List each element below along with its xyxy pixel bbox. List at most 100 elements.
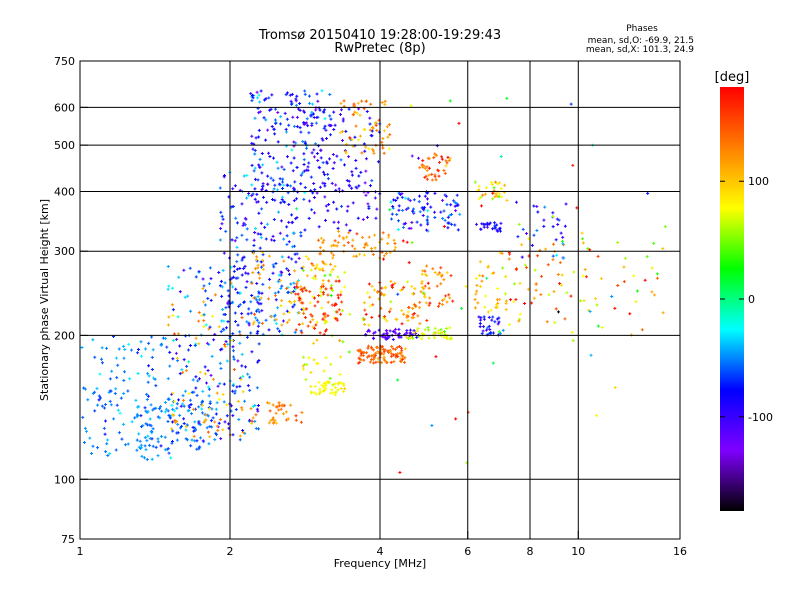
- data-point: [274, 322, 278, 326]
- data-point: [386, 349, 390, 353]
- data-point: [341, 129, 345, 133]
- data-point: [103, 432, 107, 436]
- data-point: [218, 418, 222, 422]
- data-point: [221, 268, 225, 272]
- data-point: [425, 228, 429, 232]
- data-point: [306, 257, 310, 261]
- data-point: [217, 397, 221, 401]
- data-point: [348, 136, 352, 140]
- data-point: [271, 403, 275, 407]
- data-point: [197, 270, 201, 274]
- data-point: [276, 166, 280, 170]
- data-point: [299, 420, 303, 424]
- data-point: [289, 99, 293, 103]
- x-axis-label: Frequency [MHz]: [334, 557, 426, 570]
- data-point: [366, 355, 370, 359]
- data-point: [336, 241, 340, 245]
- data-point: [154, 384, 158, 388]
- data-point: [387, 147, 391, 151]
- data-point: [434, 178, 438, 182]
- data-point: [251, 96, 255, 100]
- data-point: [158, 416, 162, 420]
- data-point: [340, 300, 344, 304]
- data-point: [505, 96, 509, 100]
- data-point: [436, 273, 440, 277]
- data-point: [285, 234, 289, 238]
- data-point: [307, 131, 311, 135]
- data-point: [129, 348, 133, 352]
- data-point: [272, 127, 276, 131]
- data-point: [288, 299, 292, 303]
- data-point: [298, 126, 302, 130]
- data-point: [409, 104, 413, 108]
- data-point: [97, 398, 101, 402]
- data-point: [324, 287, 328, 291]
- data-point: [581, 241, 585, 245]
- data-point: [386, 242, 390, 246]
- data-point: [192, 434, 196, 438]
- data-point: [449, 337, 453, 341]
- data-point: [331, 166, 335, 170]
- data-point: [273, 118, 277, 122]
- data-point: [243, 431, 247, 435]
- data-point: [342, 99, 346, 103]
- data-point: [423, 194, 427, 198]
- data-point: [176, 422, 180, 426]
- data-point: [399, 357, 403, 361]
- data-point: [358, 252, 362, 256]
- data-point: [260, 188, 264, 192]
- data-point: [133, 416, 137, 420]
- data-point: [440, 331, 444, 335]
- data-point: [442, 168, 446, 172]
- data-point: [406, 314, 410, 318]
- data-point: [290, 221, 294, 225]
- data-point: [295, 252, 299, 256]
- data-point: [348, 229, 352, 233]
- x-tick-label: 2: [227, 545, 234, 558]
- data-point: [347, 231, 351, 235]
- data-point: [282, 183, 286, 187]
- data-point: [136, 405, 140, 409]
- data-point: [219, 437, 223, 441]
- data-point: [413, 287, 417, 291]
- data-point: [329, 117, 333, 121]
- data-point: [252, 169, 256, 173]
- data-point: [343, 387, 347, 391]
- data-point: [207, 394, 211, 398]
- data-point: [257, 93, 261, 97]
- y-tick-label: 200: [54, 329, 75, 342]
- data-point: [547, 293, 551, 297]
- data-point: [197, 319, 201, 323]
- data-point: [295, 207, 299, 211]
- data-point: [581, 237, 585, 241]
- data-point: [93, 390, 97, 394]
- data-point: [324, 356, 328, 360]
- data-point: [292, 186, 296, 190]
- colorbar-label: [deg]: [715, 70, 750, 85]
- data-point: [314, 108, 318, 112]
- data-point: [396, 196, 400, 200]
- data-point: [245, 238, 249, 242]
- data-point: [445, 161, 449, 165]
- data-point: [357, 138, 361, 142]
- data-point: [115, 403, 119, 407]
- data-point: [218, 238, 222, 242]
- data-point: [544, 247, 548, 251]
- data-point: [560, 273, 564, 277]
- data-point: [314, 392, 318, 396]
- data-point: [255, 298, 259, 302]
- data-point: [477, 197, 481, 201]
- data-point: [299, 234, 303, 238]
- data-point: [282, 237, 286, 241]
- data-point: [390, 284, 394, 288]
- data-point: [259, 296, 263, 300]
- data-point: [581, 274, 585, 278]
- data-point: [390, 286, 394, 290]
- data-point: [308, 320, 312, 324]
- data-point: [312, 155, 316, 159]
- data-point: [384, 285, 387, 289]
- data-point: [243, 223, 247, 227]
- data-point: [259, 236, 263, 240]
- data-point: [561, 235, 565, 239]
- data-point: [423, 166, 427, 170]
